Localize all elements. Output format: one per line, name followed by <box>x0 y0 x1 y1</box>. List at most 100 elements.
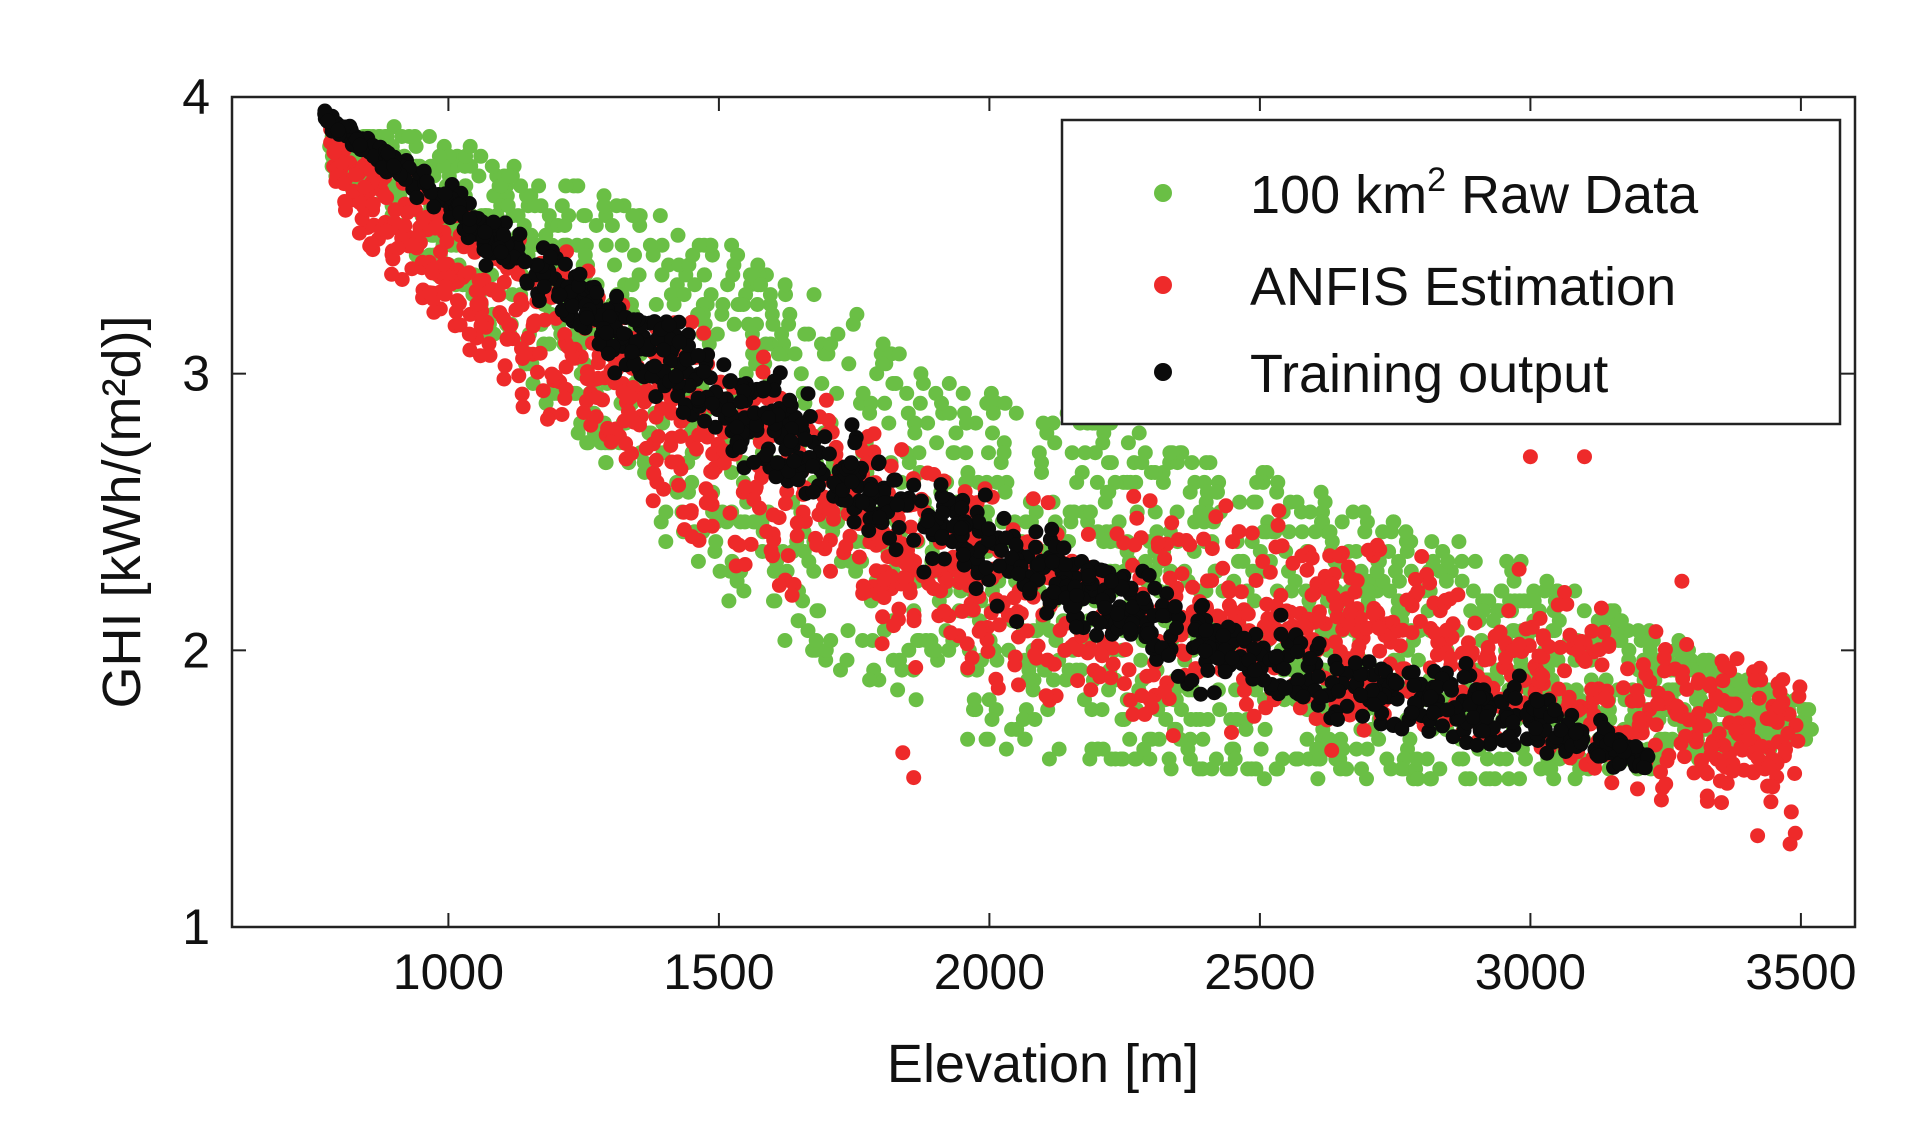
raw-data-point <box>750 514 766 530</box>
raw-data-point <box>1409 751 1425 767</box>
raw-data-point <box>737 514 753 530</box>
training-point <box>1528 720 1544 736</box>
anfis-point <box>648 409 664 425</box>
raw-data-point <box>1394 761 1409 777</box>
raw-data-point <box>790 613 806 629</box>
anfis-point <box>1550 597 1566 613</box>
training-point <box>519 275 535 291</box>
training-point <box>758 447 774 463</box>
raw-data-point <box>1270 474 1286 490</box>
raw-data-point <box>1108 751 1123 767</box>
anfis-point <box>645 493 661 509</box>
raw-data-point <box>1191 761 1207 777</box>
anfis-point <box>1299 562 1315 578</box>
anfis-point <box>415 210 431 226</box>
training-point <box>1440 702 1455 718</box>
raw-data-point <box>1027 712 1043 727</box>
anfis-point <box>1669 706 1685 722</box>
raw-data-point <box>538 395 554 411</box>
anfis-point <box>472 348 488 364</box>
raw-data-point <box>890 682 906 698</box>
legend-marker-anfis <box>1154 276 1172 294</box>
anfis-point <box>426 304 442 320</box>
anfis-point <box>1541 639 1557 655</box>
anfis-point <box>603 434 619 450</box>
raw-data-point <box>1018 514 1034 530</box>
anfis-point <box>1601 639 1617 654</box>
anfis-point <box>1686 765 1702 781</box>
raw-data-point <box>927 642 943 658</box>
training-point <box>1421 723 1437 739</box>
training-point <box>624 344 640 360</box>
raw-data-point <box>1162 445 1178 461</box>
training-point <box>517 254 533 270</box>
raw-data-point <box>885 652 901 668</box>
anfis-point <box>1262 564 1278 580</box>
anfis-point <box>618 436 634 451</box>
raw-data-point <box>1349 741 1364 757</box>
training-point <box>462 211 478 227</box>
raw-data-point <box>733 297 749 312</box>
raw-data-point <box>1133 652 1149 668</box>
anfis-point <box>1204 541 1220 557</box>
training-point <box>1089 627 1105 643</box>
legend-marker-raw <box>1154 184 1172 202</box>
anfis-point <box>821 413 837 428</box>
raw-data-point <box>984 712 1000 727</box>
raw-data-point <box>721 593 737 609</box>
anfis-point <box>965 602 981 618</box>
anfis-point <box>1038 688 1054 704</box>
anfis-point <box>1577 654 1593 669</box>
raw-data-point <box>541 336 557 352</box>
anfis-point <box>1349 573 1365 589</box>
training-point <box>1505 714 1521 730</box>
raw-data-point <box>793 366 809 382</box>
training-point <box>1210 650 1226 666</box>
raw-data-point <box>654 267 670 283</box>
anfis-point <box>765 548 781 564</box>
training-point <box>786 453 802 469</box>
raw-data-point <box>652 208 668 224</box>
raw-data-point <box>1247 593 1262 609</box>
training-point <box>1147 580 1163 596</box>
anfis-point <box>1511 636 1527 652</box>
anfis-point <box>1679 637 1695 652</box>
anfis-point <box>1443 650 1458 666</box>
raw-data-point <box>1541 761 1557 777</box>
raw-data-point <box>1120 435 1136 451</box>
anfis-point <box>780 548 796 564</box>
training-point <box>1135 590 1151 606</box>
training-point <box>1465 710 1481 725</box>
raw-data-point <box>934 395 949 411</box>
y-tick-label: 4 <box>182 69 210 125</box>
anfis-point <box>356 179 372 195</box>
raw-data-point <box>1209 484 1225 500</box>
anfis-point <box>1681 712 1697 728</box>
training-point <box>419 174 435 190</box>
training-point <box>601 346 616 362</box>
raw-data-point <box>862 405 878 421</box>
anfis-point <box>1650 696 1665 712</box>
raw-data-point <box>985 425 1000 441</box>
anfis-point <box>352 195 368 210</box>
training-point <box>913 493 929 509</box>
raw-data-point <box>839 652 855 668</box>
anfis-point <box>1146 667 1161 683</box>
training-point <box>1530 693 1545 709</box>
anfis-point <box>1647 737 1663 753</box>
raw-data-point <box>1399 544 1415 559</box>
raw-data-point <box>702 237 718 253</box>
raw-data-point <box>1082 751 1098 767</box>
anfis-point <box>1308 711 1324 727</box>
training-point <box>1103 573 1119 589</box>
raw-data-point <box>690 553 706 569</box>
training-point <box>1475 723 1491 739</box>
training-point <box>981 521 997 537</box>
anfis-point <box>404 237 420 253</box>
training-point <box>1507 690 1523 706</box>
training-point <box>1311 669 1326 684</box>
anfis-point <box>778 496 793 512</box>
anfis-point <box>1677 749 1692 765</box>
raw-data-point <box>1256 771 1272 787</box>
